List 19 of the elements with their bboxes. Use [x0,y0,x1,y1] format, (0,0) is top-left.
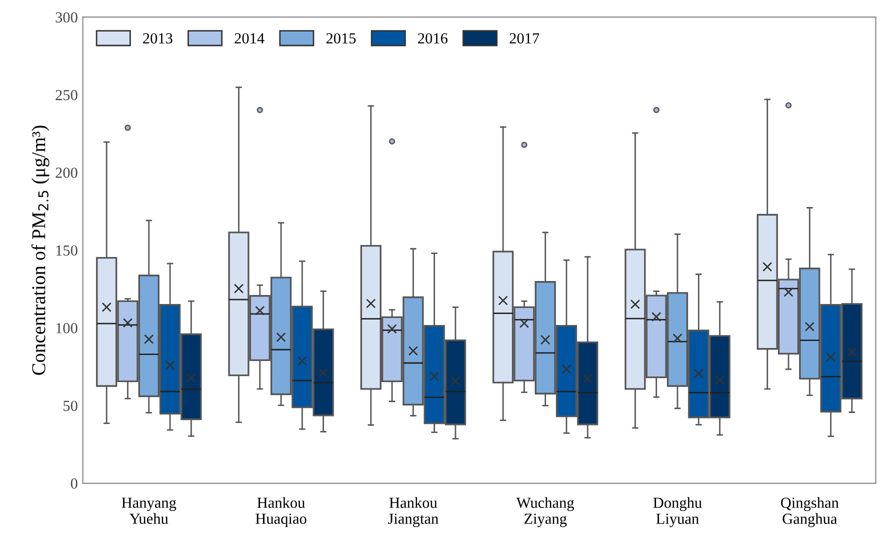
x-tick-label: Wuchang Ziyang [516,497,574,528]
y-tick-label: 300 [56,12,78,23]
x-tick-label: Hankou Huaqiao [256,497,306,527]
x-tick-label: Donghu Liyuan [653,497,702,528]
x-tick-label: Qingshan Ganghua [780,497,839,528]
y-axis-title: Concentration of PM$_{2.5}$ (μg/m³) [31,126,50,375]
legend-label: 2014 [234,33,264,44]
y-tick-label: 150 [56,245,78,256]
legend-label: 2015 [326,33,356,44]
legend-label: 2016 [418,33,448,44]
y-tick-label: 100 [56,323,78,334]
x-tick-label: Hanyang Yuehu [122,498,176,524]
y-tick-label: 250 [56,90,78,100]
legend-label: 2013 [143,33,172,44]
y-tick-label: 0 [70,478,78,489]
legend-label: 2017 [510,33,540,44]
x-tick-label: Hankou Jiangtan [388,497,438,528]
y-tick-label: 200 [56,168,78,178]
y-tick-label: 50 [64,400,78,412]
